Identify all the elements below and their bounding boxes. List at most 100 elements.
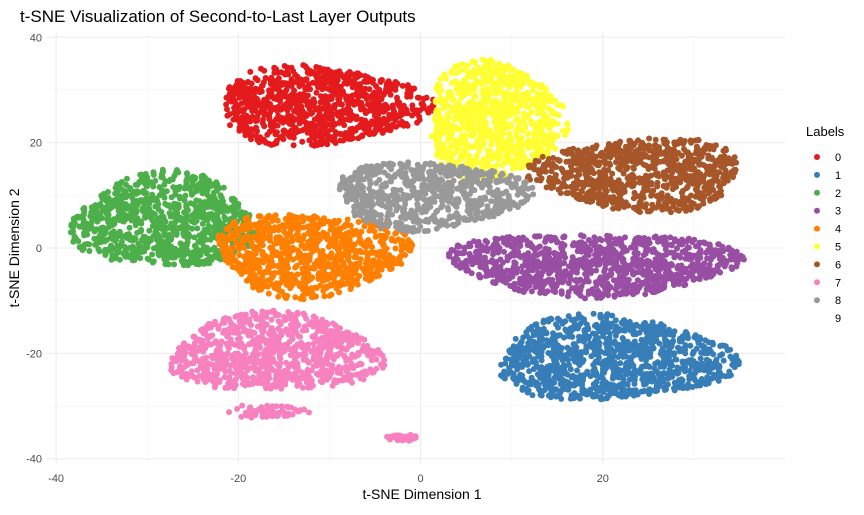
data-point xyxy=(612,236,618,242)
data-point xyxy=(99,235,105,241)
data-point xyxy=(575,381,581,387)
data-point xyxy=(393,245,399,251)
data-point xyxy=(349,100,355,106)
data-point xyxy=(707,242,713,248)
data-point xyxy=(512,281,518,287)
data-point xyxy=(383,234,389,240)
data-point xyxy=(181,223,187,229)
data-point xyxy=(142,178,148,184)
data-point xyxy=(171,261,177,267)
data-point xyxy=(116,200,122,206)
data-point xyxy=(284,270,290,276)
data-point xyxy=(476,239,482,245)
data-point xyxy=(542,382,548,388)
data-point xyxy=(515,378,521,384)
data-point xyxy=(312,266,318,272)
data-point xyxy=(622,381,628,387)
data-point xyxy=(667,235,673,241)
data-point xyxy=(559,382,565,388)
data-point xyxy=(268,263,274,269)
data-point xyxy=(609,251,615,257)
data-point xyxy=(285,223,291,229)
data-point xyxy=(681,346,687,352)
data-point xyxy=(294,271,300,277)
data-point xyxy=(273,69,279,75)
data-point xyxy=(638,264,644,270)
data-point xyxy=(319,138,325,144)
data-point xyxy=(109,222,115,228)
data-point xyxy=(526,388,532,394)
data-point xyxy=(113,255,119,261)
data-point xyxy=(463,268,469,274)
data-point xyxy=(118,180,124,186)
data-point xyxy=(329,105,335,111)
data-point xyxy=(249,132,255,138)
data-point xyxy=(424,107,430,113)
data-point xyxy=(495,250,501,256)
data-point xyxy=(581,248,587,254)
data-point xyxy=(508,252,514,258)
data-point xyxy=(313,130,319,136)
data-point xyxy=(417,117,423,123)
data-point xyxy=(337,94,343,100)
data-point xyxy=(414,107,420,113)
data-point xyxy=(365,267,371,273)
data-point xyxy=(313,64,319,70)
data-point xyxy=(715,268,721,274)
data-point xyxy=(211,190,217,196)
data-point xyxy=(502,376,508,382)
data-point xyxy=(666,370,672,376)
data-point xyxy=(690,261,696,267)
data-point xyxy=(574,368,580,374)
data-point xyxy=(311,213,317,219)
data-point xyxy=(337,137,343,143)
data-point xyxy=(295,77,301,83)
data-point xyxy=(508,269,514,275)
data-point xyxy=(273,286,279,292)
data-point xyxy=(101,205,107,211)
data-point xyxy=(227,122,233,128)
data-point xyxy=(156,206,162,212)
data-point xyxy=(170,177,176,183)
data-point xyxy=(526,273,532,279)
data-point xyxy=(336,264,342,270)
data-point xyxy=(562,268,568,274)
data-point xyxy=(559,246,565,252)
data-point xyxy=(108,201,114,207)
data-point xyxy=(353,254,359,260)
data-point xyxy=(218,209,224,215)
data-point xyxy=(285,65,291,71)
data-point xyxy=(564,356,570,362)
data-point xyxy=(399,246,405,252)
data-point xyxy=(591,234,597,240)
data-point xyxy=(502,361,508,367)
data-point xyxy=(642,379,648,385)
data-point xyxy=(652,234,658,240)
data-point xyxy=(277,134,283,140)
data-point xyxy=(194,225,200,231)
data-point xyxy=(554,346,560,352)
data-point xyxy=(88,209,94,215)
data-point xyxy=(700,270,706,276)
data-point xyxy=(607,260,613,266)
data-point xyxy=(642,241,648,247)
data-point xyxy=(698,356,704,362)
data-point xyxy=(204,192,210,198)
data-point xyxy=(600,329,606,335)
data-point xyxy=(345,105,351,111)
data-point xyxy=(369,77,375,83)
data-point xyxy=(642,371,648,377)
data-point xyxy=(94,213,100,219)
data-point xyxy=(500,277,506,283)
data-point xyxy=(650,289,656,295)
data-point xyxy=(616,252,622,258)
data-point xyxy=(694,363,700,369)
data-point xyxy=(584,334,590,340)
data-point xyxy=(515,249,521,255)
data-point xyxy=(172,220,178,226)
data-point xyxy=(568,366,574,372)
data-point xyxy=(279,82,285,88)
data-point xyxy=(582,271,588,277)
data-point xyxy=(299,127,305,133)
data-point xyxy=(131,256,137,262)
